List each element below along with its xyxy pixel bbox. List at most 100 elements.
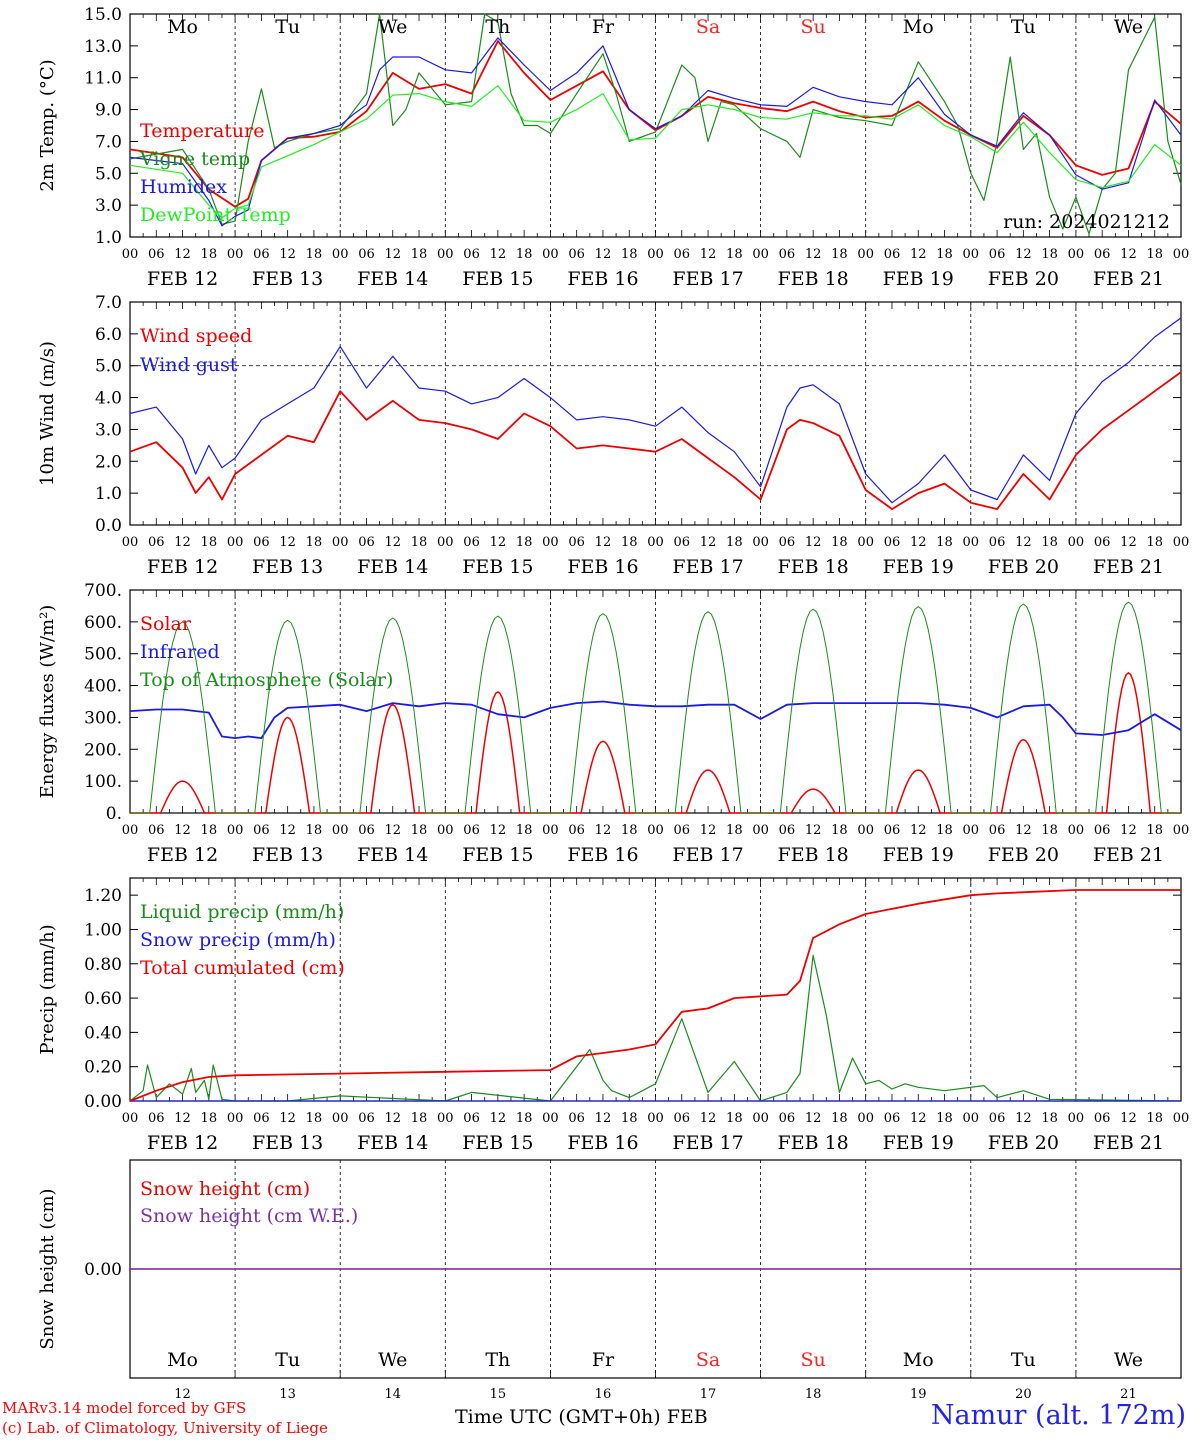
y-tick-label: 1.20 — [84, 886, 122, 906]
hour-tick-label: 18 — [516, 823, 533, 838]
hour-tick-label: 12 — [805, 1111, 822, 1126]
hour-tick-label: 18 — [306, 1111, 323, 1126]
hour-tick-label: 06 — [253, 535, 270, 550]
hour-tick-label: 12 — [490, 247, 507, 262]
hour-tick-label: 18 — [516, 247, 533, 262]
weekday-label: We — [1114, 1349, 1143, 1371]
hour-tick-label: 06 — [779, 823, 796, 838]
date-label: FEB 12 — [147, 268, 218, 290]
y-axis-title: Precip (mm/h) — [37, 924, 58, 1054]
hour-tick-label: 06 — [674, 535, 691, 550]
y-tick-label: 0.60 — [84, 989, 122, 1009]
hour-tick-label: 06 — [148, 535, 165, 550]
weekday-label: Su — [801, 16, 826, 38]
run-annotation: run: 2024021212 — [1003, 211, 1170, 233]
y-tick-label: 15.0 — [84, 5, 122, 25]
y-tick-label: 0.00 — [84, 1260, 122, 1280]
hour-tick-label: 18 — [201, 823, 218, 838]
day-number-label: 20 — [1015, 1387, 1032, 1402]
hour-tick-label: 18 — [201, 1111, 218, 1126]
y-tick-label: 200. — [84, 740, 122, 760]
hour-tick-label: 12 — [384, 823, 401, 838]
hour-tick-label: 18 — [621, 1111, 638, 1126]
hour-tick-label: 00 — [122, 823, 139, 838]
date-label: FEB 20 — [988, 1132, 1059, 1154]
weekday-label: We — [1114, 16, 1143, 38]
hour-tick-label: 06 — [463, 535, 480, 550]
date-label: FEB 13 — [252, 1132, 323, 1154]
hour-tick-label: 18 — [726, 823, 743, 838]
hour-tick-label: 06 — [779, 247, 796, 262]
y-tick-label: 3.0 — [95, 196, 122, 216]
legend-entry: Liquid precip (mm/h) — [140, 901, 344, 923]
hour-tick-label: 00 — [1173, 535, 1190, 550]
hour-tick-label: 12 — [384, 247, 401, 262]
date-label: FEB 13 — [252, 556, 323, 578]
y-tick-label: 1.00 — [84, 920, 122, 940]
y-tick-label: 7.0 — [95, 132, 122, 152]
y-tick-label: 1.0 — [95, 484, 122, 504]
hour-tick-label: 06 — [674, 247, 691, 262]
hour-tick-label: 18 — [936, 535, 953, 550]
series-line — [129, 889, 1181, 1102]
hour-tick-label: 12 — [595, 247, 612, 262]
hour-tick-label: 18 — [411, 823, 428, 838]
hour-tick-label: 06 — [674, 1111, 691, 1126]
date-label: FEB 19 — [883, 1132, 954, 1154]
hour-tick-label: 06 — [779, 535, 796, 550]
date-label: FEB 16 — [567, 1132, 638, 1154]
y-tick-label: 700. — [84, 581, 122, 601]
hour-tick-label: 00 — [1173, 1111, 1190, 1126]
date-label: FEB 21 — [1093, 556, 1164, 578]
hour-tick-label: 00 — [542, 535, 559, 550]
date-label: FEB 21 — [1093, 1132, 1164, 1154]
hour-tick-label: 12 — [1015, 247, 1032, 262]
hour-tick-label: 18 — [936, 1111, 953, 1126]
date-label: FEB 19 — [883, 556, 954, 578]
hour-tick-label: 12 — [1015, 823, 1032, 838]
hour-tick-label: 06 — [253, 247, 270, 262]
hour-tick-label: 12 — [595, 535, 612, 550]
hour-tick-label: 12 — [1120, 823, 1137, 838]
hour-tick-label: 06 — [148, 247, 165, 262]
hour-tick-label: 18 — [621, 535, 638, 550]
date-label: FEB 15 — [462, 844, 533, 866]
hour-tick-label: 12 — [490, 823, 507, 838]
weekday-label: Sa — [696, 1349, 720, 1371]
hour-tick-label: 06 — [1094, 247, 1111, 262]
y-tick-label: 11.0 — [84, 69, 122, 89]
hour-tick-label: 18 — [831, 1111, 848, 1126]
hour-tick-label: 06 — [989, 535, 1006, 550]
date-label: FEB 14 — [357, 1132, 428, 1154]
hour-tick-label: 18 — [1146, 823, 1163, 838]
y-tick-label: 0.00 — [84, 1092, 122, 1112]
hour-tick-label: 12 — [805, 247, 822, 262]
series-line — [129, 85, 1182, 219]
hour-tick-label: 00 — [647, 535, 664, 550]
hour-tick-label: 12 — [384, 1111, 401, 1126]
hour-tick-label: 00 — [963, 823, 980, 838]
hour-tick-label: 12 — [910, 535, 927, 550]
station-name: Namur (alt. 172m) — [930, 1400, 1186, 1431]
y-tick-label: 13.0 — [84, 37, 122, 57]
hour-tick-label: 00 — [122, 1111, 139, 1126]
hour-tick-label: 06 — [884, 1111, 901, 1126]
weekday-label: Fr — [592, 1349, 615, 1371]
hour-tick-label: 12 — [279, 535, 296, 550]
day-number-label: 18 — [805, 1387, 822, 1402]
hour-tick-label: 00 — [1068, 1111, 1085, 1126]
y-tick-label: 6.0 — [95, 325, 122, 345]
hour-tick-label: 06 — [358, 823, 375, 838]
date-label: FEB 17 — [672, 268, 743, 290]
series-line — [129, 371, 1182, 510]
hour-tick-label: 06 — [568, 823, 585, 838]
y-tick-label: 7.0 — [95, 293, 122, 313]
y-tick-label: 0.40 — [84, 1023, 122, 1043]
hour-tick-label: 18 — [1041, 1111, 1058, 1126]
hour-tick-label: 00 — [227, 535, 244, 550]
hour-tick-label: 00 — [1068, 823, 1085, 838]
day-number-label: 19 — [910, 1387, 927, 1402]
plot-frame — [129, 589, 1182, 814]
legend-entry: Temperature — [140, 120, 264, 142]
hour-tick-label: 18 — [1146, 1111, 1163, 1126]
